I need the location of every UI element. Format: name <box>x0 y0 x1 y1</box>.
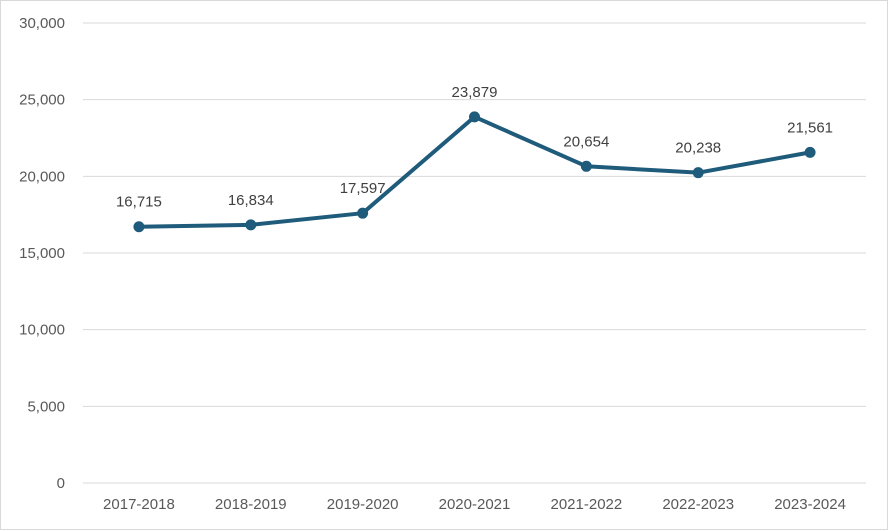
y-tick-label: 0 <box>57 475 65 492</box>
y-axis-tick-labels: 0 5,000 10,000 15,000 20,000 25,000 30,000 <box>19 15 65 492</box>
gridlines <box>83 22 866 484</box>
x-tick-label: 2019-2020 <box>327 496 399 513</box>
data-label: 16,834 <box>228 192 274 209</box>
x-tick-label: 2018-2019 <box>215 496 287 513</box>
y-tick-label: 20,000 <box>19 168 65 185</box>
y-tick-label: 30,000 <box>19 15 65 32</box>
x-tick-label: 2023-2024 <box>774 496 846 513</box>
data-point <box>804 146 816 158</box>
data-labels: 16,715 16,834 17,597 23,879 20,654 20,238 21,5… <box>116 84 833 211</box>
data-point <box>245 219 257 231</box>
data-point <box>357 207 369 219</box>
x-tick-label: 2020-2021 <box>439 496 511 513</box>
y-tick-label: 25,000 <box>19 92 65 109</box>
x-tick-label: 2022-2023 <box>662 496 734 513</box>
data-point <box>469 111 480 123</box>
data-label: 23,879 <box>452 84 498 101</box>
x-tick-label: 2021-2022 <box>550 496 622 513</box>
data-point <box>580 160 592 172</box>
data-label: 21,561 <box>787 119 833 136</box>
data-label: 20,238 <box>675 140 721 157</box>
data-point <box>133 221 145 233</box>
y-tick-label: 15,000 <box>19 245 65 262</box>
x-axis-tick-labels: 2017-2018 2018-2019 2019-2020 2020-2021 2021… <box>103 496 846 513</box>
data-label: 16,715 <box>116 194 162 211</box>
series-line-path <box>136 114 813 229</box>
y-tick-label: 5,000 <box>27 398 65 415</box>
x-tick-label: 2017-2018 <box>103 496 175 513</box>
data-point <box>692 167 704 179</box>
y-tick-label: 10,000 <box>19 322 65 339</box>
data-points <box>133 111 816 233</box>
data-label: 17,597 <box>340 180 386 197</box>
series-line <box>136 114 813 229</box>
data-label: 20,654 <box>563 133 609 150</box>
